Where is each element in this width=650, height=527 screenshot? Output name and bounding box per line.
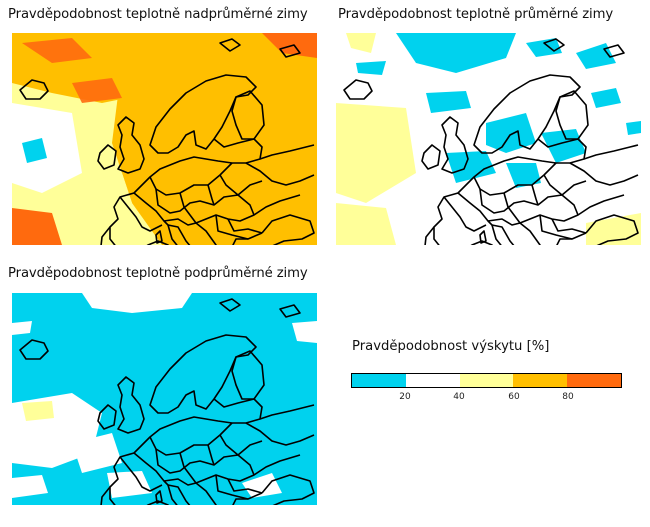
legend-colorbar bbox=[351, 373, 622, 388]
map-panel-above-normal bbox=[12, 33, 317, 245]
map-panel-below-normal bbox=[12, 293, 317, 505]
legend-tick-40: 40 bbox=[453, 392, 465, 402]
europe-map-below-normal bbox=[12, 293, 317, 505]
europe-map-above-normal bbox=[12, 33, 317, 245]
legend-segment-4 bbox=[567, 374, 621, 387]
map-panel-normal bbox=[336, 33, 641, 245]
panel-title-normal: Pravděpodobnost teplotně průměrné zimy bbox=[338, 7, 614, 22]
legend-tick-80: 80 bbox=[562, 392, 574, 402]
legend-segment-3 bbox=[513, 374, 568, 387]
panel-title-below-normal: Pravděpodobnost teplotně podprůměrné zim… bbox=[8, 266, 308, 281]
legend-segment-2 bbox=[459, 374, 514, 387]
legend-tick-60: 60 bbox=[508, 392, 520, 402]
legend-tick-20: 20 bbox=[399, 392, 411, 402]
legend-segment-0 bbox=[352, 374, 406, 387]
panel-title-above-normal: Pravděpodobnost teplotně nadprůměrné zim… bbox=[8, 7, 308, 22]
europe-map-normal bbox=[336, 33, 641, 245]
legend-segment-1 bbox=[405, 374, 460, 387]
legend-title: Pravděpodobnost výskytu [%] bbox=[352, 339, 550, 354]
